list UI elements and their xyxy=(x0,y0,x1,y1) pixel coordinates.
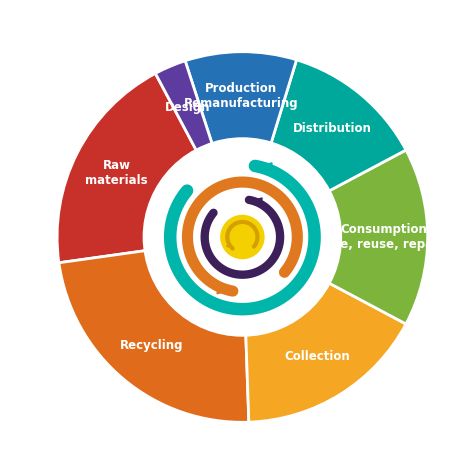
Text: Distribution: Distribution xyxy=(293,122,372,135)
Wedge shape xyxy=(59,250,249,422)
Wedge shape xyxy=(155,61,212,151)
Text: Raw
materials: Raw materials xyxy=(85,159,148,187)
Wedge shape xyxy=(328,150,428,324)
Text: Production
Remanufacturing: Production Remanufacturing xyxy=(184,82,299,110)
Wedge shape xyxy=(271,60,406,191)
Circle shape xyxy=(221,216,264,258)
Text: Consumption
use, reuse, repair: Consumption use, reuse, repair xyxy=(325,223,443,251)
Circle shape xyxy=(146,140,339,334)
Wedge shape xyxy=(57,73,197,263)
Wedge shape xyxy=(185,52,297,145)
Text: Design: Design xyxy=(164,100,210,114)
Wedge shape xyxy=(246,283,406,422)
Text: Recycling: Recycling xyxy=(120,338,183,352)
Text: Collection: Collection xyxy=(284,350,350,363)
